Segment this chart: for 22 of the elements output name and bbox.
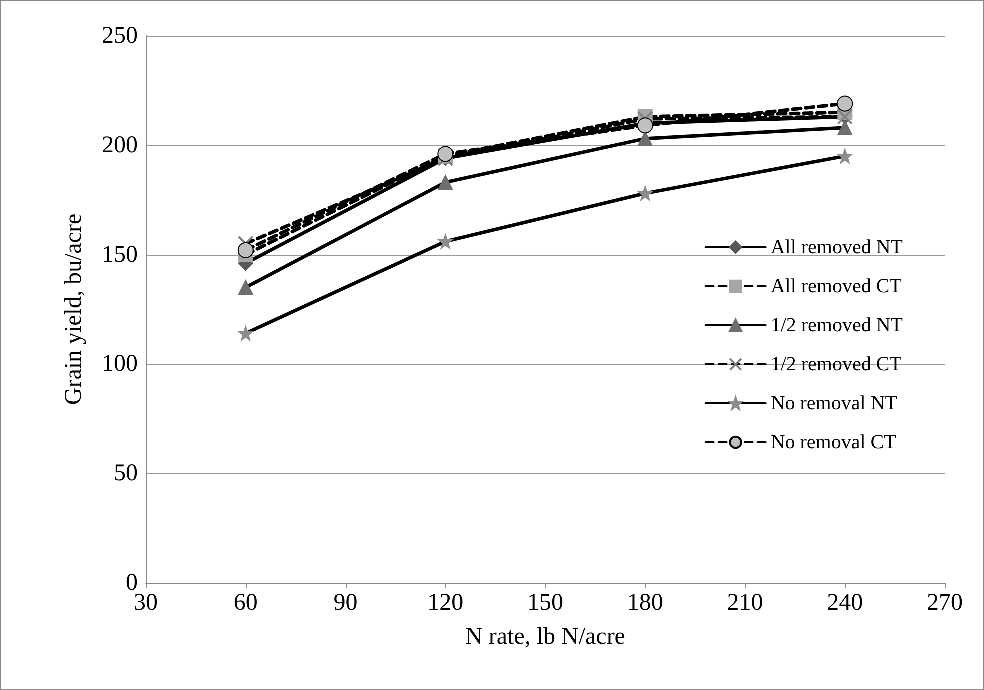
x-tick-label: 60 bbox=[234, 590, 258, 616]
legend-label: No removal NT bbox=[770, 392, 898, 414]
y-axis-title: Grain yield, bu/acre bbox=[61, 214, 87, 406]
x-tick-label: 240 bbox=[827, 590, 864, 616]
x-tick-label: 180 bbox=[627, 590, 664, 616]
x-axis-title: N rate, lb N/acre bbox=[466, 624, 626, 650]
legend-label: No removal CT bbox=[770, 432, 896, 454]
legend-label: All removed CT bbox=[770, 276, 902, 298]
y-tick-label: 250 bbox=[102, 23, 138, 49]
y-tick-label: 150 bbox=[102, 242, 138, 268]
legend-label: 1/2 removed NT bbox=[770, 314, 903, 336]
x-tick-label: 90 bbox=[334, 590, 358, 616]
y-tick-label: 100 bbox=[102, 351, 138, 378]
legend-label: All removed NT bbox=[770, 236, 903, 258]
x-tick-label: 120 bbox=[428, 590, 464, 616]
x-tick-label: 30 bbox=[134, 590, 158, 616]
x-tick-label: 270 bbox=[927, 590, 963, 616]
y-tick-label: 200 bbox=[102, 132, 138, 158]
y-tick-label: 50 bbox=[114, 460, 138, 487]
x-tick-label: 210 bbox=[727, 590, 764, 616]
legend-label: 1/2 removed CT bbox=[770, 354, 902, 376]
x-tick-label: 150 bbox=[528, 590, 564, 616]
